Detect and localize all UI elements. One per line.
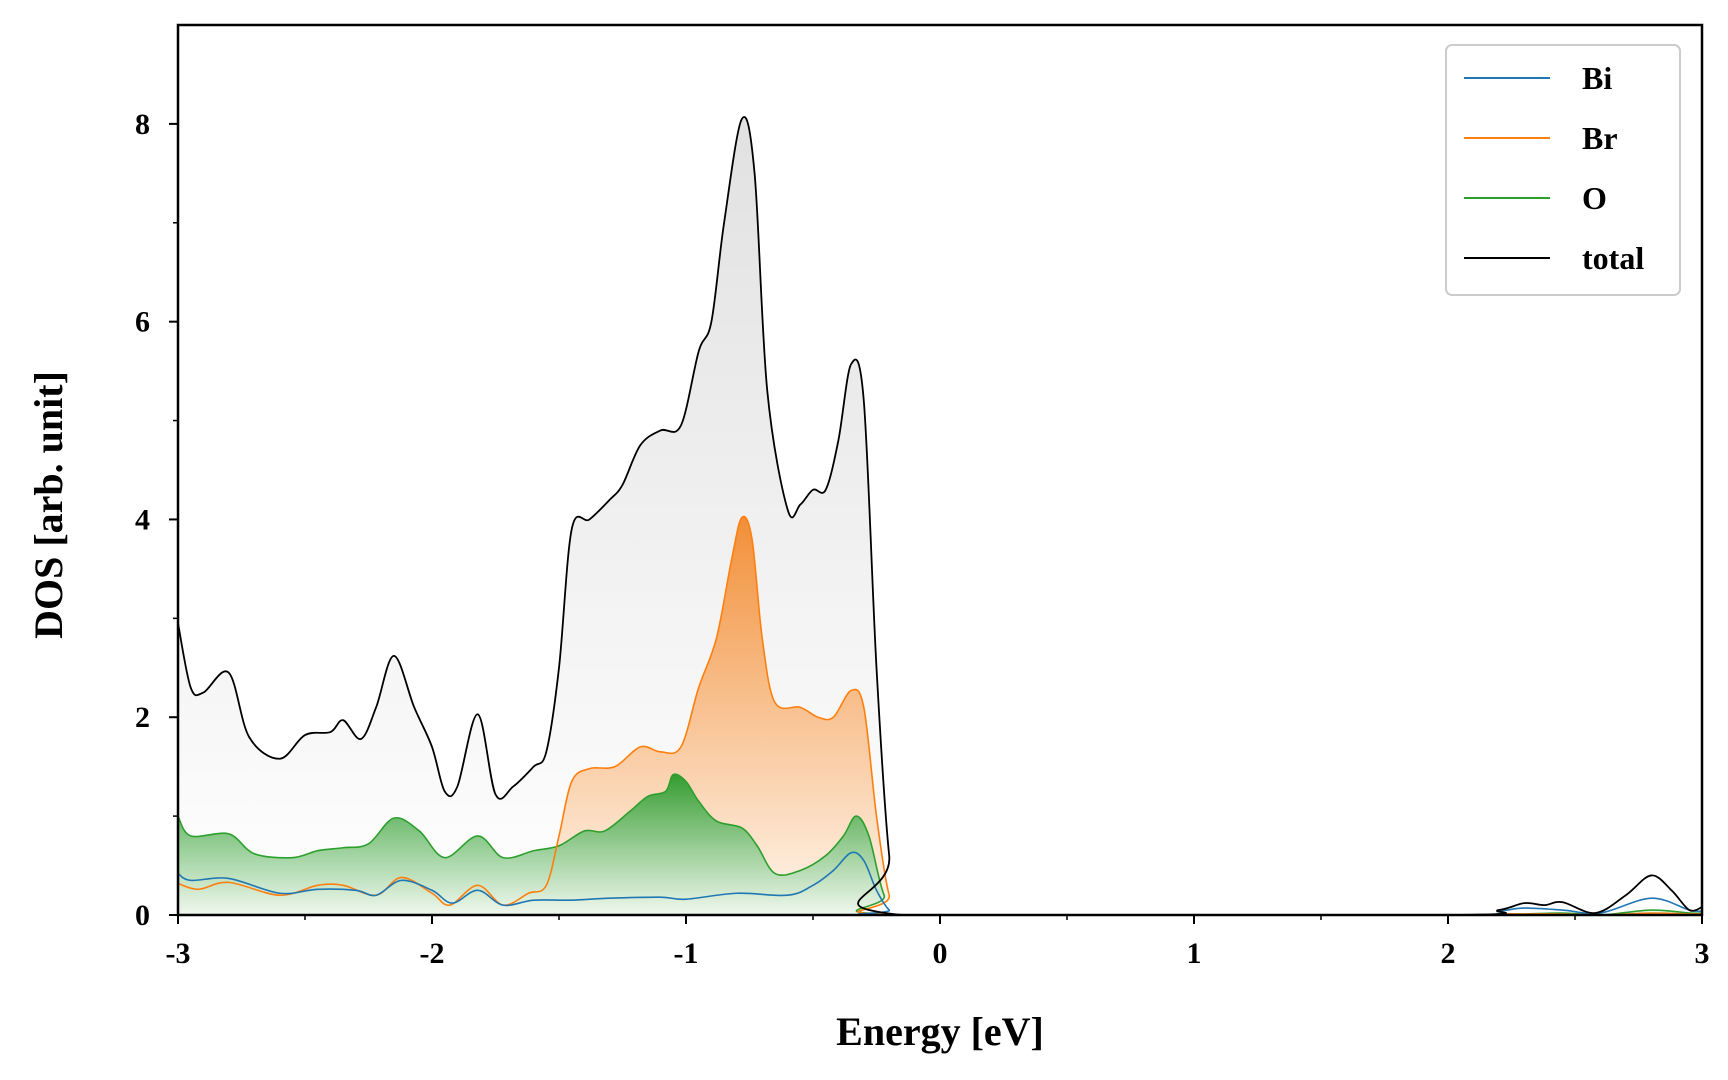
legend-label: O [1582,180,1607,216]
x-tick-label: 0 [933,937,948,970]
x-tick-label: -3 [166,937,191,970]
x-tick-label: -2 [420,937,445,970]
x-tick-label: 3 [1695,937,1710,970]
area-fill-o [178,774,1702,915]
y-tick-label: 4 [135,503,150,536]
legend-item-bi: Bi [1464,60,1612,96]
area-fill-total [178,116,1702,916]
x-tick-label: -1 [674,937,699,970]
ticks: -3 -2 -1 0 1 2 3 0 2 4 6 8 [135,108,1710,970]
legend-box [1445,44,1681,296]
y-tick-label: 8 [135,108,150,141]
y-axis-title: DOS [arb. unit] [26,371,71,639]
legend-label: total [1582,240,1644,276]
legend-item-o: O [1464,180,1607,216]
x-tick-label: 1 [1187,937,1202,970]
x-tick-label: 2 [1441,937,1456,970]
series-fills [178,116,1702,916]
legend-label: Br [1582,120,1618,156]
y-tick-label: 2 [135,701,150,734]
x-axis-title: Energy [eV] [836,1009,1044,1054]
legend-item-total: total [1464,240,1644,276]
y-tick-label: 0 [135,899,150,932]
legend-label: Bi [1582,60,1612,96]
legend-item-br: Br [1464,120,1618,156]
y-tick-label: 6 [135,306,150,339]
